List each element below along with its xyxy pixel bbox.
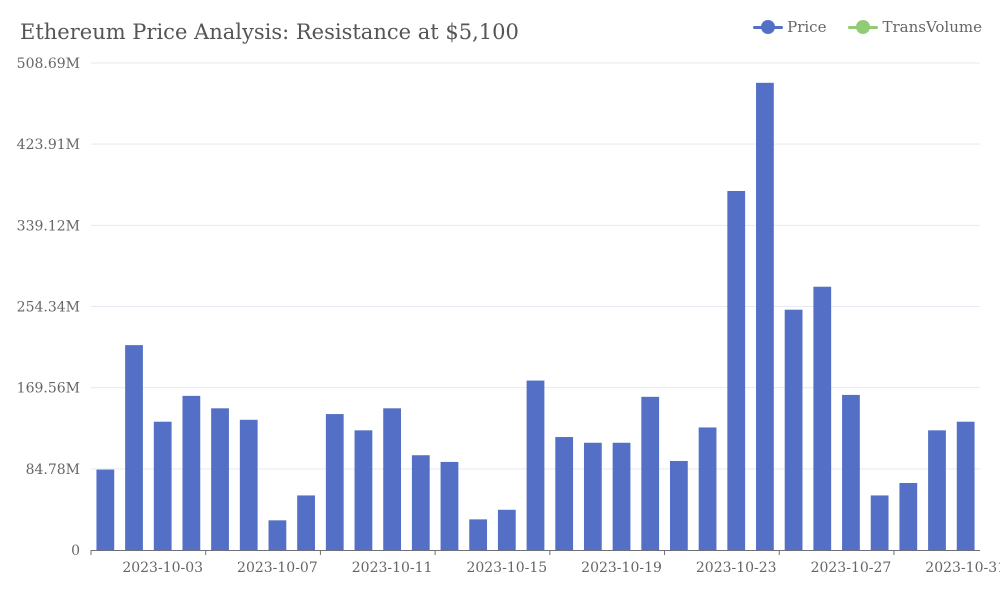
x-tick-label: 2023-10-23: [696, 560, 777, 576]
legend[interactable]: Price TransVolume: [753, 18, 982, 36]
bar: [526, 380, 545, 550]
x-tick-label: 2023-10-27: [811, 560, 892, 576]
x-tick-label: 2023-10-15: [466, 560, 547, 576]
x-tick-label: 2023-10-03: [122, 560, 203, 576]
y-tick-label: 339.12M: [17, 218, 80, 234]
y-tick-label: 508.69M: [17, 56, 80, 72]
legend-item-price[interactable]: Price: [753, 18, 826, 36]
bar: [727, 190, 746, 550]
bar: [641, 396, 660, 550]
x-tick-label: 2023-10-11: [352, 560, 433, 576]
legend-item-transvolume[interactable]: TransVolume: [848, 18, 982, 36]
y-tick-label: 423.91M: [17, 137, 80, 153]
bar: [956, 421, 975, 550]
bar: [239, 419, 258, 550]
x-tick-label: 2023-10-19: [581, 560, 662, 576]
bar: [842, 394, 860, 550]
bar: [870, 495, 889, 550]
y-tick-label: 169.56M: [17, 381, 80, 397]
chart-title: Ethereum Price Analysis: Resistance at $…: [20, 20, 519, 44]
bar: [440, 461, 459, 550]
bar: [698, 427, 717, 550]
bar: [354, 430, 373, 550]
legend-label-price: Price: [787, 18, 827, 36]
bar: [411, 455, 430, 550]
bar: [268, 520, 287, 550]
bar: [583, 442, 602, 550]
x-tick-label: 2023-10-31: [925, 560, 1000, 576]
bar: [813, 286, 832, 550]
bar: [928, 430, 946, 550]
bar: [96, 469, 115, 550]
bar: [497, 509, 516, 550]
bar: [756, 82, 774, 550]
legend-swatch-transvolume: [848, 20, 879, 34]
bar: [297, 495, 315, 550]
x-tick-label: 2023-10-07: [237, 560, 318, 576]
bar: [612, 442, 631, 550]
legend-label-transvolume: TransVolume: [882, 18, 982, 36]
y-tick-label: 84.78M: [26, 462, 80, 478]
bar: [899, 482, 918, 550]
bar: [182, 395, 201, 550]
bar: [383, 408, 402, 550]
bar: [153, 421, 172, 550]
bar: [125, 345, 143, 550]
bar: [784, 309, 803, 550]
y-tick-label: 254.34M: [17, 300, 80, 316]
bar: [469, 519, 488, 550]
y-tick-label: 0: [71, 543, 80, 559]
bar: [211, 408, 229, 550]
bar: [325, 414, 344, 550]
legend-swatch-price: [753, 20, 784, 34]
bar: [555, 437, 574, 550]
bar: [669, 460, 688, 550]
